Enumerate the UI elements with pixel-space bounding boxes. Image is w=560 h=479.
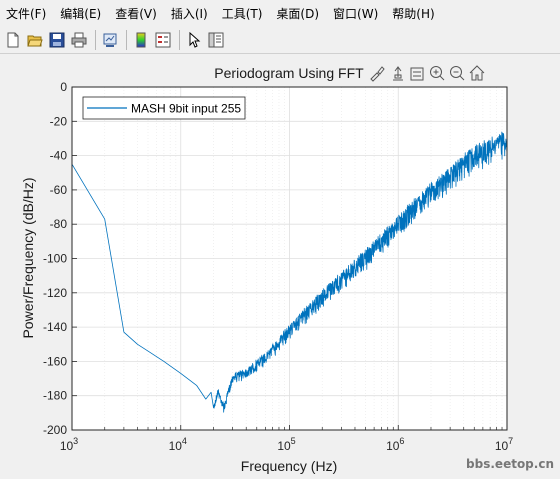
menu-view[interactable]: 查看(V) xyxy=(115,5,157,22)
y-tick-label: -140 xyxy=(43,320,67,334)
open-file-icon[interactable] xyxy=(25,30,45,50)
link-plot-icon[interactable] xyxy=(100,30,120,50)
toolbar-separator xyxy=(95,30,96,50)
menu-file[interactable]: 文件(F) xyxy=(6,5,46,22)
colorbar-icon[interactable] xyxy=(131,30,151,50)
x-tick-label: 106 xyxy=(386,436,404,453)
data-tip-icon[interactable] xyxy=(393,67,403,80)
x-tick-label: 103 xyxy=(60,436,78,453)
axes-toolbar xyxy=(371,66,484,81)
legend-icon[interactable] xyxy=(153,30,173,50)
toolbar-separator xyxy=(179,30,180,50)
new-file-icon[interactable] xyxy=(3,30,23,50)
zoom-in-icon[interactable] xyxy=(431,67,445,81)
y-tick-label: -200 xyxy=(43,423,67,437)
property-editor-icon[interactable] xyxy=(206,30,226,50)
x-tick-label: 105 xyxy=(277,436,295,453)
y-tick-label: -180 xyxy=(43,389,67,403)
rotate-icon[interactable] xyxy=(411,68,423,80)
legend-entry-label: MASH 9bit input 255 xyxy=(131,102,241,116)
pointer-icon[interactable] xyxy=(184,30,204,50)
x-tick-label: 107 xyxy=(495,436,513,453)
brush-icon[interactable] xyxy=(371,67,384,81)
menu-help[interactable]: 帮助(H) xyxy=(392,5,434,22)
toolbar-separator xyxy=(126,30,127,50)
zoom-out-icon[interactable] xyxy=(451,67,465,81)
menu-bar: 文件(F) 编辑(E) 查看(V) 插入(I) 工具(T) 桌面(D) 窗口(W… xyxy=(0,0,560,26)
menu-tools[interactable]: 工具(T) xyxy=(222,5,263,22)
menu-edit[interactable]: 编辑(E) xyxy=(60,5,101,22)
print-icon[interactable] xyxy=(69,30,89,50)
y-axis-label: Power/Frequency (dB/Hz) xyxy=(20,177,36,338)
y-tick-label: 0 xyxy=(60,80,67,94)
y-tick-label: -60 xyxy=(50,183,68,197)
legend[interactable]: MASH 9bit input 255 xyxy=(83,97,245,119)
figure-toolbar xyxy=(0,26,560,54)
menu-insert[interactable]: 插入(I) xyxy=(171,5,208,22)
x-axis-label: Frequency (Hz) xyxy=(241,458,337,474)
periodogram-chart: 103 104 105 106 107 0 -20 -40 -60 -80 -100 -120 -140… xyxy=(0,55,560,475)
figure-area: 103 104 105 106 107 0 -20 -40 -60 -80 -100 -120 -140… xyxy=(0,55,560,475)
home-icon[interactable] xyxy=(470,66,484,80)
y-tick-label: -160 xyxy=(43,354,67,368)
y-tick-label: -100 xyxy=(43,252,67,266)
y-tick-label: -20 xyxy=(50,114,68,128)
y-tick-label: -120 xyxy=(43,286,67,300)
chart-title: Periodogram Using FFT xyxy=(214,65,364,81)
save-icon[interactable] xyxy=(47,30,67,50)
x-tick-label: 104 xyxy=(169,436,187,453)
y-tick-label: -80 xyxy=(50,217,68,231)
watermark: bbs.eetop.cn xyxy=(466,457,554,471)
menu-desktop[interactable]: 桌面(D) xyxy=(276,5,319,22)
y-tick-label: -40 xyxy=(50,149,68,163)
menu-window[interactable]: 窗口(W) xyxy=(333,5,378,22)
